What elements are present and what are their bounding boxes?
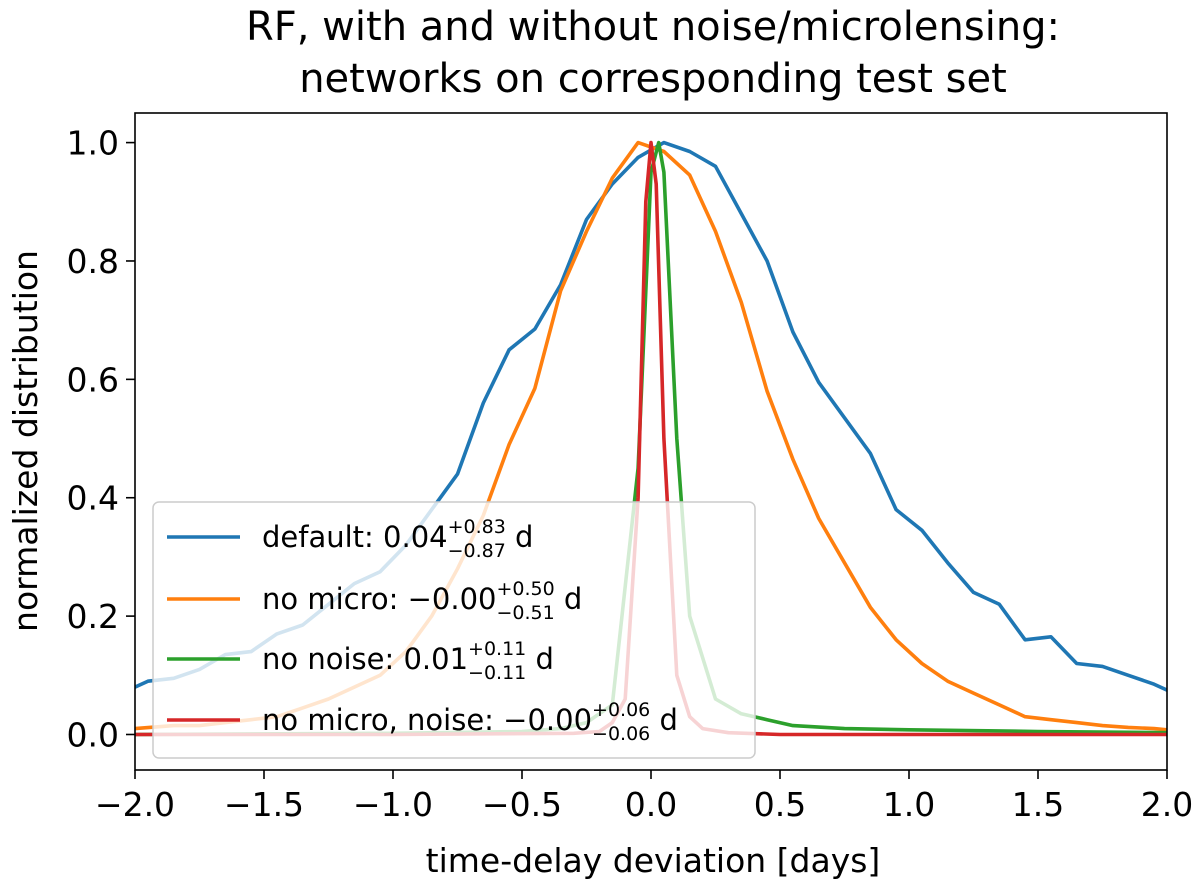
legend-item-no-micro-noise: no micro, noise: −0.00+0.06 −0.06 d — [167, 699, 678, 745]
y-axis: 0.0 0.2 0.4 0.6 0.8 1.0 — [67, 124, 135, 754]
legend-box — [152, 501, 756, 759]
y-tick-label: 0.4 — [67, 479, 119, 518]
x-tick-label: 1.5 — [1012, 785, 1064, 824]
x-axis-label: time-delay deviation [days] — [426, 841, 881, 880]
y-tick-label: 0.0 — [67, 715, 119, 754]
x-tick-label: 1.0 — [883, 785, 935, 824]
y-tick-label: 0.8 — [67, 242, 119, 281]
legend-item-default: default: 0.04+0.83 −0.87 d — [167, 516, 533, 562]
x-tick-label: −1.0 — [353, 785, 433, 824]
x-tick-label: 0.0 — [625, 785, 677, 824]
x-axis: −2.0 −1.5 −1.0 −0.5 0.0 0.5 1.0 1.5 2.0 — [95, 770, 1193, 824]
legend-label: no micro: −0.00+0.50 −0.51 d — [262, 578, 582, 624]
legend: default: 0.04+0.83 −0.87 d no micro: −0.00… — [152, 501, 756, 759]
y-axis-label: normalized distribution — [6, 250, 45, 632]
x-tick-label: −2.0 — [95, 785, 175, 824]
y-tick-label: 1.0 — [67, 124, 119, 163]
legend-label: no noise: 0.01+0.11 −0.11 d — [262, 638, 554, 684]
x-tick-label: 0.5 — [754, 785, 806, 824]
y-tick-label: 0.6 — [67, 360, 119, 399]
chart-title-line-2: networks on corresponding test set — [299, 56, 1007, 102]
legend-label: default: 0.04+0.83 −0.87 d — [262, 516, 533, 562]
legend-item-no-noise: no noise: 0.01+0.11 −0.11 d — [167, 638, 554, 684]
y-tick-label: 0.2 — [67, 597, 119, 636]
chart-title-line-1: RF, with and without noise/microlensing: — [246, 4, 1060, 50]
legend-item-no-micro: no micro: −0.00+0.50 −0.51 d — [167, 578, 582, 624]
x-tick-label: 2.0 — [1141, 785, 1193, 824]
x-tick-label: −1.5 — [224, 785, 304, 824]
x-tick-label: −0.5 — [482, 785, 562, 824]
legend-label: no micro, noise: −0.00+0.06 −0.06 d — [262, 699, 678, 745]
axes-frame — [134, 112, 1168, 771]
